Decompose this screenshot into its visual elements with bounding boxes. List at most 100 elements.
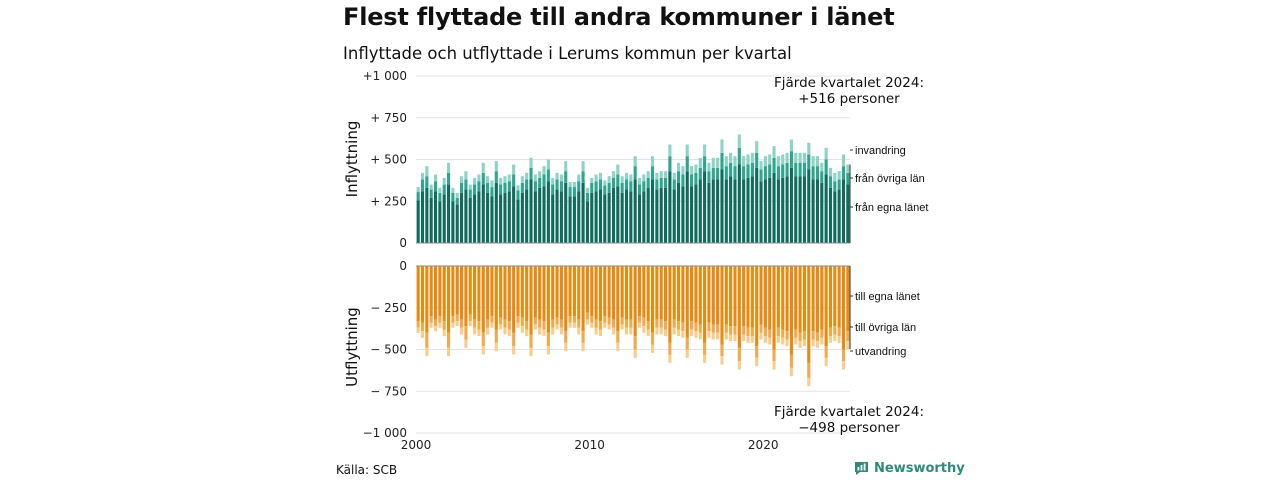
in-bar: [846, 164, 850, 173]
out-bar: [755, 346, 759, 358]
out-bar: [438, 316, 442, 323]
in-bar: [841, 179, 846, 243]
out-bar: [802, 331, 806, 340]
out-bar: [650, 332, 655, 345]
out-bar: [707, 266, 711, 323]
in-bar: [746, 154, 750, 165]
in-bar: [668, 171, 672, 243]
in-bar: [833, 172, 837, 182]
out-bar: [637, 266, 642, 317]
in-bar: [724, 179, 728, 243]
out-bar: [494, 342, 498, 352]
out-bar: [768, 266, 772, 330]
out-bar: [633, 349, 637, 358]
out-bar: [811, 331, 815, 340]
in-bar: [785, 152, 789, 163]
in-bar: [516, 199, 520, 243]
out-bar: [542, 321, 546, 330]
out-bar: [629, 319, 633, 328]
in-bar: [781, 164, 785, 178]
in-bar: [742, 156, 746, 167]
out-bar: [581, 331, 585, 343]
chart-title: Flest flyttade till andra kommuner i län…: [343, 3, 895, 31]
out-bar: [772, 349, 776, 362]
out-bar: [416, 266, 420, 322]
out-bar: [507, 321, 511, 330]
out-bar: [486, 319, 490, 328]
in-bar: [677, 162, 681, 172]
out-bar: [451, 316, 455, 323]
out-bar: [820, 337, 824, 345]
out-bar: [724, 324, 728, 333]
in-bar: [460, 176, 464, 183]
in-bar: [585, 187, 589, 193]
out-bar: [716, 266, 720, 325]
out-bar: [598, 266, 603, 322]
out-bar: [512, 332, 516, 347]
out-bar: [833, 334, 837, 342]
out-bar: [789, 354, 793, 368]
in-bar: [607, 192, 611, 243]
in-bar: [490, 187, 494, 197]
in-bar: [551, 177, 555, 185]
in-bar: [785, 176, 789, 243]
in-bar: [733, 156, 737, 167]
out-bar: [551, 266, 555, 320]
out-bar: [659, 266, 663, 320]
in-bar: [698, 179, 702, 243]
out-bar: [646, 329, 650, 337]
out-bar: [824, 346, 828, 358]
in-bar: [681, 166, 685, 175]
in-bar: [776, 166, 780, 180]
in-bar: [499, 177, 503, 185]
out-bar: [776, 327, 780, 337]
in-bar: [585, 201, 589, 243]
in-bar: [646, 187, 650, 243]
out-bar: [698, 324, 702, 333]
in-bar: [425, 187, 429, 243]
out-bar: [750, 266, 754, 328]
out-bar: [802, 339, 806, 347]
in-bar: [750, 162, 754, 177]
in-bar: [607, 176, 611, 183]
in-bar: [546, 159, 550, 170]
in-bar: [425, 166, 429, 177]
in-bar: [759, 181, 763, 243]
in-bar: [746, 177, 750, 243]
in-bar: [646, 177, 650, 188]
out-bar: [794, 337, 798, 345]
in-bar: [789, 151, 793, 168]
out-bar: [672, 327, 676, 335]
out-bar: [572, 322, 576, 328]
out-bar: [711, 266, 715, 325]
out-bar: [746, 327, 750, 337]
in-bar: [824, 147, 828, 160]
out-bar: [763, 266, 767, 328]
out-bar: [703, 266, 707, 343]
out-bar: [794, 329, 798, 338]
in-bar: [429, 184, 433, 190]
in-bar: [776, 179, 780, 243]
in-bar: [772, 172, 776, 243]
out-bar: [690, 321, 694, 330]
out-bar: [742, 334, 746, 342]
in-bar: [433, 181, 438, 192]
out-bar: [659, 319, 663, 328]
in-bar: [433, 174, 438, 182]
out-bar: [473, 319, 477, 328]
out-bar: [611, 327, 616, 335]
out-bar: [759, 332, 763, 340]
in-bar: [846, 184, 850, 243]
out-bar: [729, 266, 733, 327]
out-bar: [772, 266, 776, 350]
in-bar: [768, 164, 772, 178]
in-bar: [828, 187, 833, 243]
out-bar: [559, 266, 563, 320]
out-bar: [533, 266, 537, 318]
in-series-label: invandring: [855, 145, 906, 157]
in-bar: [598, 179, 603, 190]
out-bar: [737, 361, 741, 370]
in-y-axis-label: Inflyttning: [343, 121, 361, 198]
out-bar: [581, 266, 585, 332]
out-bar: [468, 321, 472, 327]
